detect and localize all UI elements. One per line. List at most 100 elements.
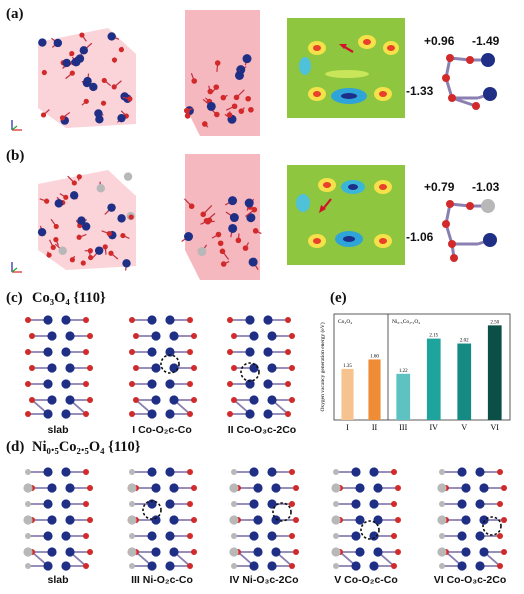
lattice-d-VI	[437, 467, 507, 571]
slice-plane-b	[181, 154, 262, 280]
atom	[242, 54, 252, 64]
o-atom	[129, 469, 135, 475]
co-atom	[355, 515, 365, 525]
o-atom	[25, 381, 31, 387]
group-title: Co₃O₄	[338, 319, 352, 325]
o-atom	[83, 411, 89, 417]
atom	[87, 254, 94, 261]
ni-atom	[23, 483, 33, 493]
panel-label-e: (e)	[330, 290, 347, 306]
co-atom	[457, 499, 467, 509]
co-atom	[47, 331, 57, 341]
co-atom	[43, 467, 53, 477]
o-atom	[83, 381, 89, 387]
atom	[127, 96, 133, 102]
atom	[215, 231, 222, 238]
co-atom	[165, 379, 175, 389]
category-label: IV	[430, 423, 439, 432]
o-atom	[191, 365, 197, 371]
vacancy-marker	[160, 354, 180, 374]
co-atom	[169, 395, 179, 405]
o-atom	[129, 501, 135, 507]
atom	[53, 223, 59, 230]
co-atom	[165, 499, 175, 509]
caption-c-II: II Co-O₃c-2Co	[227, 424, 297, 436]
atom	[233, 94, 240, 101]
bar	[368, 359, 381, 420]
co-atom	[43, 531, 53, 541]
atom	[248, 106, 254, 113]
bar	[426, 338, 441, 420]
co-atom	[355, 483, 365, 493]
o-atom	[497, 469, 503, 475]
o-atom	[293, 549, 299, 555]
atom	[79, 32, 85, 38]
co-atom	[253, 483, 263, 493]
atom	[76, 174, 82, 180]
ni-atom	[437, 547, 447, 557]
o-atom	[501, 485, 507, 491]
atom	[96, 184, 105, 193]
co-atom	[457, 561, 467, 571]
co-atom	[65, 363, 75, 373]
o-atom	[87, 549, 93, 555]
o-atom	[29, 333, 35, 339]
atom	[242, 245, 249, 251]
o-atom	[83, 349, 89, 355]
category-label: VI	[491, 423, 500, 432]
o-atom	[83, 317, 89, 323]
atom	[197, 247, 207, 257]
ni-atom	[23, 515, 33, 525]
co-atom	[369, 467, 379, 477]
co-atom	[47, 395, 57, 405]
atom	[107, 32, 116, 41]
chart-frame	[333, 313, 511, 421]
o-atom	[395, 549, 401, 555]
o-atom	[289, 333, 295, 339]
atom	[111, 57, 118, 63]
atom	[62, 58, 71, 68]
o-atom	[187, 501, 193, 507]
bar-value-label: 2.50	[490, 320, 499, 325]
co-atom	[43, 315, 53, 325]
atom	[201, 121, 208, 127]
atom	[234, 70, 244, 80]
caption-c-I: I Co-O₂c-Co	[132, 424, 192, 436]
o-atom	[133, 333, 139, 339]
co-atom	[355, 547, 365, 557]
o-atom	[25, 533, 31, 539]
o-atom	[83, 501, 89, 507]
ni-atom	[437, 483, 447, 493]
co-atom	[271, 483, 281, 493]
caption-d-III: III Ni-O₂c-Co	[131, 574, 193, 586]
co-atom	[475, 499, 485, 509]
o-atom	[285, 349, 291, 355]
ni-atom	[127, 483, 137, 493]
atom	[69, 191, 79, 200]
section-title-d: Ni₀.₅Co₂.₅O₄ {110}	[32, 439, 141, 455]
co-atom	[249, 331, 259, 341]
co-atom	[267, 395, 277, 405]
o-atom	[497, 501, 503, 507]
o-atom	[83, 563, 89, 569]
co-atom	[479, 515, 489, 525]
atom	[122, 259, 131, 268]
atom	[246, 213, 256, 223]
co-atom	[165, 531, 175, 541]
bar-value-label: 2.02	[460, 339, 469, 344]
o-atom	[191, 333, 197, 339]
co-atom	[169, 331, 179, 341]
co-atom	[479, 483, 489, 493]
o-atom	[87, 365, 93, 371]
charge-b-right-top: -1.03	[472, 180, 500, 194]
co-atom	[147, 561, 157, 571]
co-atom	[65, 515, 75, 525]
lattice-c-I	[129, 315, 197, 419]
o-atom	[439, 501, 445, 507]
co-atom	[43, 561, 53, 571]
vacancy-marker	[272, 502, 292, 522]
co-atom	[271, 515, 281, 525]
atom	[219, 248, 226, 255]
atom	[102, 244, 108, 250]
atom	[107, 203, 116, 212]
